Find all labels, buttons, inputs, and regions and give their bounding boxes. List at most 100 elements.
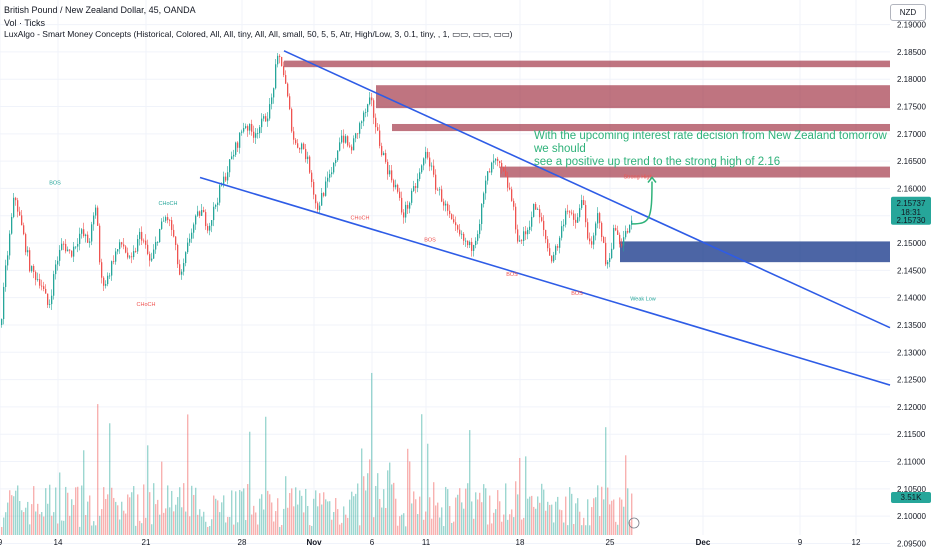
candle-body [13,197,15,217]
volume-bar [423,519,425,535]
lightning-icon [628,517,640,529]
volume-bar [531,495,533,535]
candle-body [71,250,73,257]
candle-body [141,231,143,241]
volume-bar [123,510,125,535]
candle-body [173,229,175,237]
candle-body [605,242,607,265]
candle-body [137,239,139,252]
volume-bar [441,507,443,535]
volume-bar [409,461,411,535]
volume-bar [465,488,467,535]
candle-body [181,271,183,275]
volume-bar [389,462,391,535]
volume-bar [89,495,91,535]
candle-body [75,246,77,248]
candle-body [267,118,269,122]
candle-body [213,206,215,221]
structure-label: Strong High [623,175,652,181]
candle-body [413,186,415,191]
candle-body [345,136,347,143]
volume-bar [249,431,251,535]
candle-body [81,229,83,234]
volume-bar [237,522,239,535]
structure-label: BOS [571,291,583,297]
volume-bar [499,501,501,535]
volume-bar [509,514,511,535]
candle-body [561,226,563,238]
candle-body [535,203,537,210]
volume-bar [473,518,475,535]
volume-bar [67,492,69,535]
candle-body [91,224,93,242]
volume-bar [519,457,521,535]
y-tick-label: 2.15000 [897,239,926,248]
volume-bar [31,504,33,535]
candle-body [223,176,225,185]
candle-body [291,109,293,132]
volume-bar [413,491,415,535]
candle-body [467,240,469,246]
volume-bar [139,520,141,535]
candle-body [175,236,177,245]
volume-bar [47,503,49,535]
candle-body [79,233,81,244]
candle-body [377,127,379,131]
volume-bar [99,515,101,535]
candle-body [493,160,495,163]
candle-body [3,286,5,320]
candle-body [353,138,355,151]
candle-body [97,207,99,226]
volume-bar [477,499,479,535]
candle-body [207,226,209,231]
candle-body [615,228,617,231]
candle-body [547,239,549,249]
candle-body [305,149,307,160]
candle-body [537,209,539,210]
volume-bar [319,493,321,535]
candle-body [343,135,345,143]
volume-bar [387,470,389,535]
volume-bar [15,490,17,535]
volume-bar [231,490,233,535]
candle-body [427,151,429,158]
volume-bar [59,472,61,535]
price-badge-second: 2.15730 [897,216,926,225]
volume-bar [631,493,633,535]
candle-body [571,212,573,214]
volume-bar [359,525,361,535]
volume-bar [121,501,123,535]
volume-bar [311,525,313,535]
volume-bar [419,496,421,535]
volume-bar [557,496,559,535]
volume-bar [223,495,225,535]
volume-bar [45,488,47,535]
volume-bar [395,498,397,535]
volume-bar [483,484,485,535]
candle-body [525,231,527,235]
volume-bar [65,486,67,535]
candle-body [129,256,131,258]
volume-bar [605,427,607,535]
volume-bar [205,521,207,535]
candle-body [397,184,399,192]
volume-bar [363,476,365,535]
volume-bar [429,497,431,535]
currency-button[interactable]: NZD [890,4,926,21]
candle-body [543,220,545,230]
candle-body [105,284,107,286]
x-tick-label: 9 [798,538,803,547]
volume-bar [293,506,295,535]
volume-bar [589,525,591,535]
volume-bar [491,523,493,535]
volume-bar [165,508,167,535]
volume-bar [533,506,535,535]
candle-body [363,112,365,122]
volume-bar [537,496,539,535]
volume-bar [91,525,93,535]
candle-body [283,66,285,76]
candle-body [523,231,525,242]
volume-bar [27,501,29,535]
volume-bar [53,512,55,535]
